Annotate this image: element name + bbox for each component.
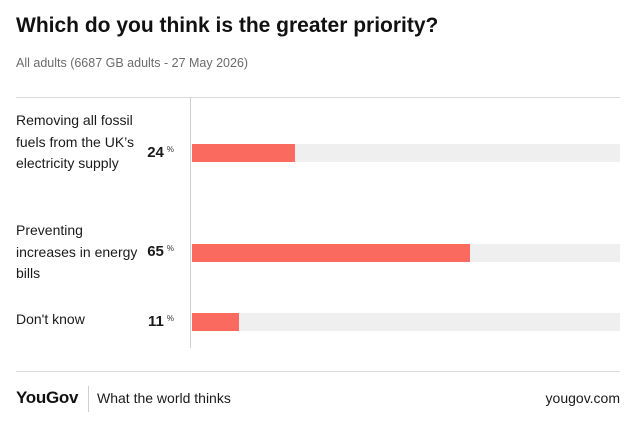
category-label-dont-know: Don't know	[16, 311, 85, 327]
category-label-removing-fossil-fuels: Removing all fossil fuels from the UK’s …	[16, 112, 135, 171]
bar-dont-know	[192, 313, 239, 331]
percent-unit: %	[166, 314, 174, 323]
footer-tagline: What the world thinks	[97, 390, 231, 406]
bar-track-removing-fossil-fuels	[192, 144, 620, 162]
chart-subtitle: All adults (6687 GB adults - 27 May 2026…	[16, 56, 249, 70]
value-label-preventing-increases: 65%	[147, 243, 174, 260]
footer-separator	[88, 386, 89, 412]
chart-title: Which do you think is the greater priori…	[16, 14, 439, 37]
value-label-dont-know: 11%	[148, 313, 174, 330]
footer-divider	[16, 371, 620, 372]
bar-removing-fossil-fuels	[192, 144, 295, 162]
bar-preventing-increases	[192, 244, 470, 262]
top-divider	[16, 97, 620, 98]
bar-track-dont-know	[192, 313, 620, 331]
axis-line	[190, 98, 191, 348]
category-label-preventing-increases: Preventing increases in energy bills	[16, 222, 138, 281]
bar-track-preventing-increases	[192, 244, 620, 262]
yougov-logo: YouGov	[16, 388, 79, 407]
percent-unit: %	[166, 145, 174, 154]
percent-unit: %	[166, 244, 174, 253]
footer-site-link[interactable]: yougov.com	[545, 390, 620, 406]
value-label-removing-fossil-fuels: 24%	[147, 144, 174, 161]
